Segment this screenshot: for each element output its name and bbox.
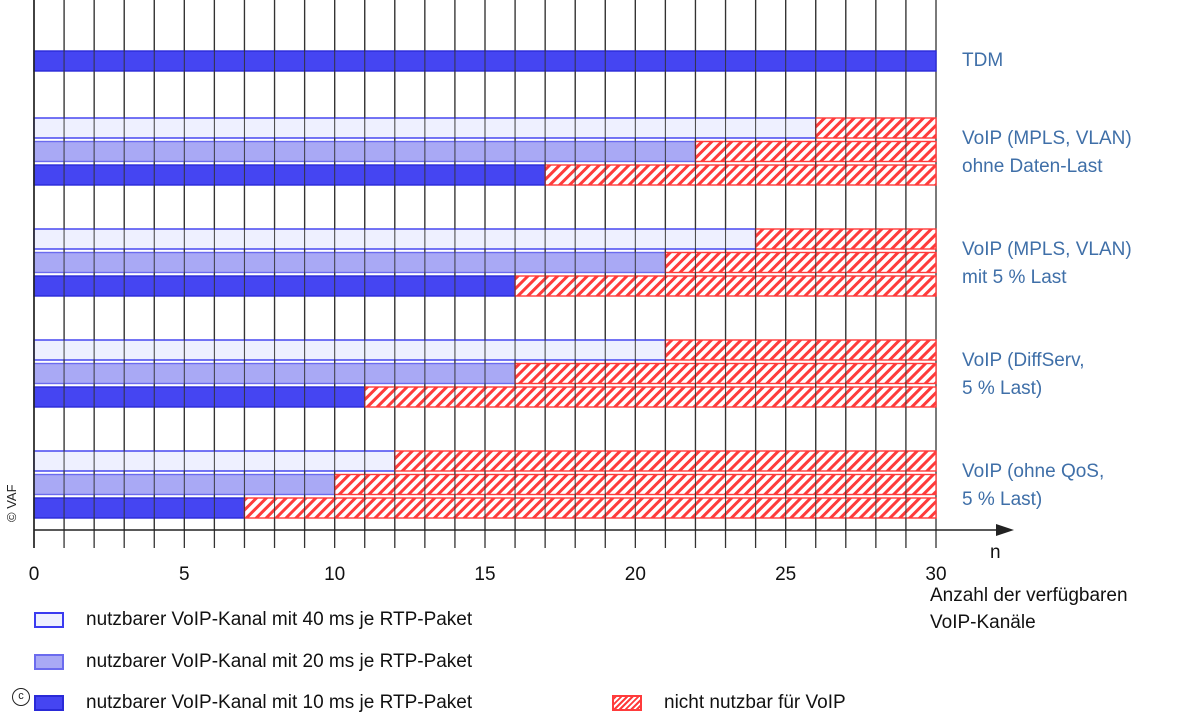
x-tick-label: 10 — [324, 564, 345, 585]
legend-label: nutzbarer VoIP-Kanal mit 40 ms je RTP-Pa… — [86, 609, 473, 630]
legend-swatch-10ms — [34, 695, 64, 711]
group-label-tdm: TDM — [962, 48, 1003, 73]
legend-label: nutzbarer VoIP-Kanal mit 10 ms je RTP-Pa… — [86, 692, 473, 713]
legend-label: nutzbarer VoIP-Kanal mit 20 ms je RTP-Pa… — [86, 651, 473, 672]
legend-swatch-20ms — [34, 654, 64, 670]
group-label-line: 5 % Last) — [962, 489, 1043, 510]
x-axis-title: Anzahl der verfügbaren VoIP-Kanäle — [930, 582, 1128, 636]
legend-swatch-40ms — [34, 612, 64, 628]
x-axis-title-line: Anzahl der verfügbaren — [930, 585, 1128, 606]
x-tick-label: 0 — [29, 564, 40, 585]
legend-item-20ms: nutzbarer VoIP-Kanal mit 20 ms je RTP-Pa… — [34, 651, 472, 673]
x-tick-label: 20 — [625, 564, 646, 585]
bar-usable-ms20 — [33, 251, 667, 274]
bar-usable-ms10 — [33, 164, 546, 186]
legend-item-10ms: nutzbarer VoIP-Kanal mit 10 ms je RTP-Pa… — [34, 692, 472, 714]
bar-usable-ms40 — [33, 339, 667, 361]
x-tick-label: 30 — [925, 564, 946, 585]
legend-item-40ms: nutzbarer VoIP-Kanal mit 40 ms je RTP-Pa… — [34, 609, 472, 631]
bar-usable-ms10 — [33, 497, 246, 519]
group-label-line: mit 5 % Last — [962, 267, 1067, 288]
x-tick-label: 25 — [775, 564, 796, 585]
group-label-no-qos: VoIP (ohne QoS, 5 % Last) — [962, 459, 1104, 512]
x-tick-label: 5 — [179, 564, 190, 585]
x-axis-symbol: n — [990, 542, 1001, 563]
group-label-line: VoIP (MPLS, VLAN) — [962, 239, 1132, 260]
legend-swatch-unusable — [612, 695, 642, 711]
bar-unusable — [243, 497, 937, 519]
group-label-line: VoIP (MPLS, VLAN) — [962, 128, 1132, 149]
group-label-line: TDM — [962, 50, 1004, 71]
x-axis-arrow-icon — [996, 524, 1014, 536]
group-label-line: ohne Daten-Last — [962, 156, 1103, 177]
bar-unusable — [544, 164, 937, 186]
group-label-line: 5 % Last) — [962, 378, 1043, 399]
bar-usable-ms10 — [33, 386, 366, 408]
group-label-mpls-5pct: VoIP (MPLS, VLAN) mit 5 % Last — [962, 237, 1132, 290]
group-label-mpls-no-load: VoIP (MPLS, VLAN) ohne Daten-Last — [962, 126, 1132, 179]
x-tick-label: 15 — [474, 564, 495, 585]
copyright-text: © VAF — [4, 484, 19, 522]
group-label-line: VoIP (ohne QoS, — [962, 461, 1105, 482]
bar-unusable — [664, 339, 937, 361]
bar-unusable — [664, 251, 937, 274]
x-axis-title-line: VoIP-Kanäle — [930, 612, 1036, 633]
copyright-icon: c — [12, 688, 30, 706]
group-label-diffserv: VoIP (DiffServ, 5 % Last) — [962, 348, 1085, 401]
group-label-line: VoIP (DiffServ, — [962, 350, 1085, 371]
bar-unusable — [364, 386, 937, 408]
legend-label: nicht nutzbar für VoIP — [664, 692, 846, 713]
legend-item-unusable: nicht nutzbar für VoIP — [612, 692, 846, 714]
